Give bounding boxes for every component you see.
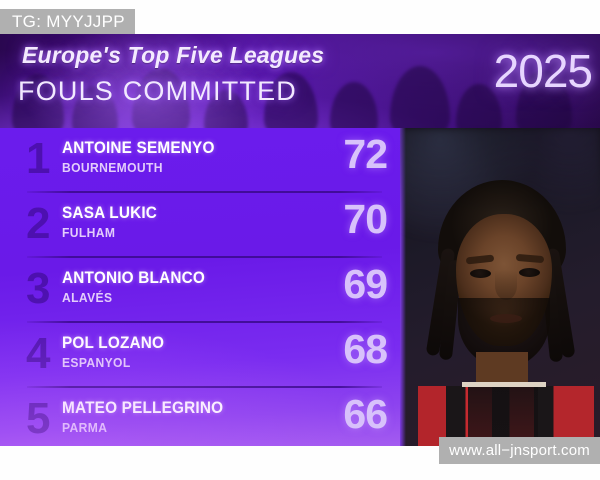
player-eye <box>470 269 491 278</box>
row-value: 70 <box>343 196 388 242</box>
player-nose <box>495 270 517 300</box>
row-club-name: PARMA <box>62 420 108 435</box>
row-rank: 4 <box>26 328 51 378</box>
player-photo <box>400 128 600 446</box>
row-value: 69 <box>343 261 388 307</box>
table-row: 3 ANTONIO BLANCO ALAVÉS 69 <box>0 258 405 321</box>
header-year: 2025 <box>493 45 593 97</box>
row-club-name: BOURNEMOUTH <box>62 160 163 175</box>
table-row: 1 ANTOINE SEMENYO BOURNEMOUTH 72 <box>0 128 405 191</box>
row-player-name: ANTOINE SEMENYO <box>62 139 215 157</box>
row-player-name: MATEO PELLEGRINO <box>62 399 224 417</box>
header-subtitle: FOULS COMMITTED <box>18 76 297 106</box>
row-rank: 1 <box>26 133 51 183</box>
row-club-name: ESPANYOL <box>62 355 131 370</box>
row-club-name: ALAVÉS <box>62 290 113 305</box>
row-player-name: SASA LUKIC <box>62 204 158 222</box>
table-row: 5 MATEO PELLEGRINO PARMA 66 <box>0 388 405 446</box>
row-divider <box>27 386 382 388</box>
row-divider <box>27 191 382 193</box>
table-row: 4 POL LOZANO ESPANYOL 68 <box>0 323 405 386</box>
row-player-name: POL LOZANO <box>62 334 165 352</box>
row-club-name: FULHAM <box>62 225 116 240</box>
row-player-name: ANTONIO BLANCO <box>62 269 205 287</box>
player-eye <box>519 268 540 277</box>
telegram-tag-watermark: TG: MYYJJPP <box>0 9 135 34</box>
row-value: 68 <box>343 326 388 372</box>
row-rank: 5 <box>26 393 51 443</box>
photo-vignette <box>400 128 600 446</box>
player-mouth <box>490 314 522 323</box>
row-rank: 3 <box>26 263 51 313</box>
header-glow <box>24 34 264 128</box>
site-url-watermark: www.all−jnsport.com <box>439 437 600 464</box>
card-header: Europe's Top Five Leagues FOULS COMMITTE… <box>0 34 600 128</box>
row-divider <box>27 321 382 323</box>
ranking-list: 1 ANTOINE SEMENYO BOURNEMOUTH 72 2 SASA … <box>0 128 405 446</box>
row-divider <box>27 256 382 258</box>
header-title: Europe's Top Five Leagues <box>22 42 325 68</box>
row-rank: 2 <box>26 198 51 248</box>
table-row: 2 SASA LUKIC FULHAM 70 <box>0 193 405 256</box>
row-value: 72 <box>343 131 388 177</box>
infographic-card: Europe's Top Five Leagues FOULS COMMITTE… <box>0 34 600 446</box>
row-value: 66 <box>343 391 388 437</box>
player-jersey-collar <box>462 382 546 413</box>
